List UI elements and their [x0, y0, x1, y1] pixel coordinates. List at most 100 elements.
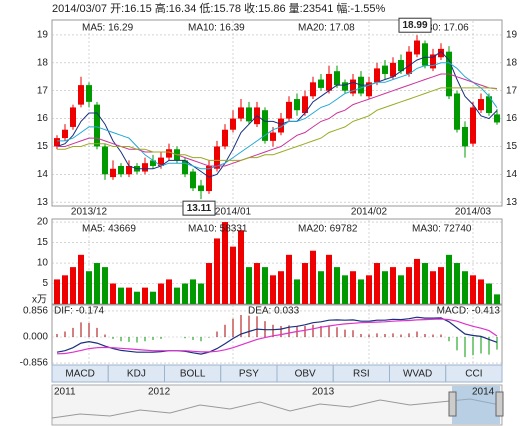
volume-bar — [214, 238, 220, 304]
x-tick-label: 2014/01 — [215, 207, 252, 218]
candle-body — [102, 146, 108, 175]
legend-entry: MA5: 43669 — [82, 224, 136, 235]
y-tick-label: 18 — [506, 57, 518, 68]
candle-body — [454, 93, 460, 130]
tab-label[interactable]: BOLL — [180, 369, 206, 380]
candle-body — [142, 163, 148, 172]
candle-body — [318, 79, 324, 88]
volume-bar — [78, 254, 84, 304]
volume-bar — [326, 254, 332, 304]
volume-bar — [382, 271, 388, 304]
navigator-year: 2011 — [54, 387, 76, 398]
x-tick-label: 2013/12 — [71, 207, 108, 218]
legend-entry: MA20: 69782 — [298, 224, 358, 235]
legend-entry: MA30: 72740 — [412, 224, 472, 235]
price-frame — [51, 19, 503, 207]
volume-bar — [254, 263, 260, 304]
unit-label: x万 — [32, 295, 47, 306]
navigator-window[interactable] — [452, 386, 500, 424]
ma-line — [57, 87, 498, 161]
navigator[interactable] — [51, 384, 503, 426]
volume-bar — [494, 294, 500, 304]
volume-bar — [62, 275, 68, 304]
tab-label[interactable]: KDJ — [127, 369, 146, 380]
volume-bar — [318, 271, 324, 304]
tab-label[interactable]: OBV — [295, 369, 316, 380]
candle-body — [230, 118, 236, 130]
tab-label[interactable]: MACD — [65, 369, 94, 380]
navigator-year: 2014 — [472, 387, 495, 398]
volume-bar — [430, 271, 436, 304]
tab-label[interactable]: RSI — [353, 369, 370, 380]
candle-body — [62, 129, 68, 139]
y-tick-label: -0.856 — [20, 358, 49, 369]
y-tick-label: 14 — [506, 169, 518, 180]
candle-body — [406, 51, 412, 74]
y-tick-label: 15 — [37, 141, 49, 152]
candle-body — [494, 114, 500, 123]
x-tick-label: 2014/03 — [455, 207, 492, 218]
candle-body — [110, 168, 116, 178]
y-tick-label: 20 — [37, 217, 49, 228]
y-tick-label: 15 — [506, 141, 518, 152]
volume-bar — [334, 267, 340, 304]
volume-bar — [278, 271, 284, 304]
annotation-box — [398, 17, 432, 33]
candle-body — [350, 79, 356, 94]
y-tick-label: 17 — [37, 85, 49, 96]
candle-body — [158, 157, 164, 166]
y-tick-label: 19 — [37, 30, 49, 41]
volume-bar — [134, 291, 140, 304]
volume-bar — [310, 250, 316, 304]
volume-bar — [470, 275, 476, 304]
volume-bar — [238, 230, 244, 304]
candle-body — [150, 160, 156, 166]
navigator-handle[interactable] — [495, 391, 504, 417]
candle-body — [462, 126, 468, 147]
volume-bar — [366, 275, 372, 304]
candle-body — [374, 68, 380, 83]
candle-body — [206, 165, 212, 192]
volume-frame — [51, 218, 503, 305]
candle-body — [198, 185, 204, 192]
candle-body — [182, 160, 188, 175]
volume-bar — [294, 279, 300, 304]
y-tick-label: 15 — [37, 237, 49, 248]
navigator-line — [51, 398, 501, 419]
volume-bar — [390, 267, 396, 304]
candle-body — [78, 85, 84, 105]
candle-body — [118, 165, 124, 175]
volume-bar — [54, 279, 60, 304]
volume-bar — [190, 279, 196, 304]
tab[interactable] — [445, 364, 503, 383]
candle-body — [166, 149, 172, 158]
volume-bar — [110, 283, 116, 304]
volume-bar — [246, 267, 252, 304]
candle-body — [262, 110, 268, 141]
tab-label[interactable]: WVAD — [403, 369, 432, 380]
volume-bar — [302, 263, 308, 304]
tab-label[interactable]: CCI — [465, 369, 482, 380]
candle-body — [54, 138, 60, 147]
volume-bar — [70, 267, 76, 304]
volume-bar — [102, 267, 108, 304]
candle-body — [190, 171, 196, 189]
volume-bar — [462, 271, 468, 304]
volume-bar — [158, 283, 164, 304]
candle-body — [246, 107, 252, 122]
volume-bar — [182, 283, 188, 304]
y-tick-label: 13 — [37, 197, 49, 208]
macd-line — [56, 318, 498, 355]
candle-body — [278, 118, 284, 133]
legend-entry: MA20: 17.08 — [298, 23, 355, 34]
y-tick-label: 13 — [506, 197, 518, 208]
candle-body — [326, 73, 332, 91]
navigator-handle[interactable] — [448, 391, 457, 417]
macd-line — [56, 316, 498, 355]
volume-bar — [166, 279, 172, 304]
candle-body — [398, 60, 404, 72]
ma-line — [56, 51, 498, 178]
tab-label[interactable]: PSY — [239, 369, 259, 380]
candle-body — [438, 48, 444, 58]
